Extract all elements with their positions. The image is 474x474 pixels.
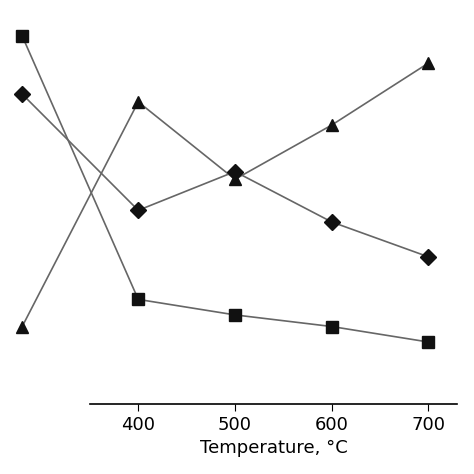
X-axis label: Temperature, °C: Temperature, °C <box>200 439 347 457</box>
